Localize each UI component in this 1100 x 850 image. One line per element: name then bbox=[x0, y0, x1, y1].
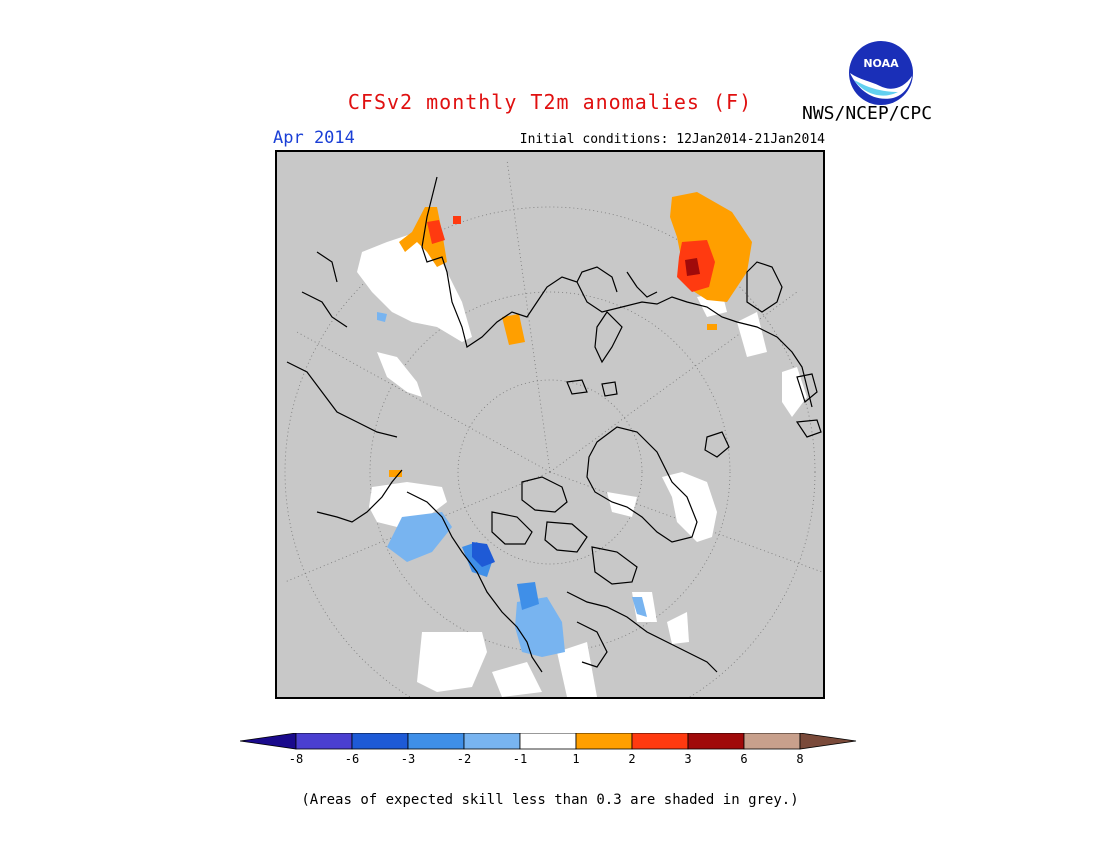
legend-swatch bbox=[687, 733, 745, 750]
legend-tick-label: -6 bbox=[345, 752, 359, 766]
legend-tick-label: -2 bbox=[457, 752, 471, 766]
agency-label: NWS/NCEP/CPC bbox=[802, 103, 933, 124]
legend-swatch bbox=[407, 733, 465, 750]
legend-swatch bbox=[240, 733, 297, 750]
color-legend: -8 -6 -3 -2 -1 1 2 3 6 8 bbox=[240, 733, 857, 766]
coastlines bbox=[286, 176, 822, 673]
noaa-logo: NOAA bbox=[849, 41, 913, 105]
legend-swatch bbox=[575, 733, 633, 750]
legend-tick-label: -3 bbox=[401, 752, 415, 766]
legend-swatch bbox=[351, 733, 409, 750]
legend-swatch bbox=[519, 733, 577, 750]
legend-swatch bbox=[799, 733, 857, 750]
logo-text: NOAA bbox=[863, 57, 899, 70]
legend-tick-label: 8 bbox=[796, 752, 803, 766]
initial-conditions: Initial conditions: 12Jan2014-21Jan2014 bbox=[519, 132, 825, 147]
skill-footnote: (Areas of expected skill less than 0.3 a… bbox=[301, 792, 799, 808]
legend-swatch bbox=[295, 733, 353, 750]
legend-tick-label: -8 bbox=[289, 752, 303, 766]
legend-tick-label: 2 bbox=[628, 752, 635, 766]
anomaly-dark-blue bbox=[472, 542, 495, 567]
map-title: CFSv2 monthly T2m anomalies (F) bbox=[347, 90, 753, 114]
forecast-month: Apr 2014 bbox=[273, 128, 355, 148]
legend-tick-label: 3 bbox=[684, 752, 691, 766]
legend-tick-label: -1 bbox=[513, 752, 527, 766]
legend-swatch bbox=[463, 733, 521, 750]
legend-tick-label: 1 bbox=[572, 752, 579, 766]
anomaly-dark-red bbox=[685, 258, 700, 276]
anomaly-near-normal bbox=[357, 232, 807, 697]
legend-tick-label: 6 bbox=[740, 752, 747, 766]
polar-map bbox=[277, 152, 823, 697]
map-panel bbox=[275, 150, 825, 699]
legend-swatch bbox=[743, 733, 801, 750]
legend-swatch bbox=[631, 733, 689, 750]
